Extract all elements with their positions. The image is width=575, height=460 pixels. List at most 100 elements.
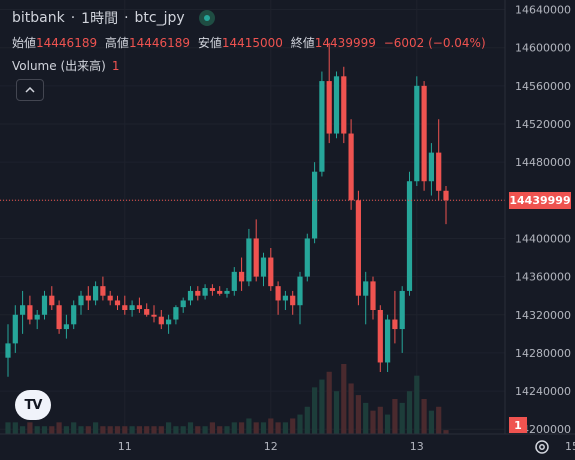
y-tick-label: 14240000: [515, 385, 571, 398]
x-tick-label: 11: [118, 440, 132, 453]
legend: bitbank · 1時間 · btc_jpy 始値14446189 高値14446…: [12, 8, 490, 74]
volume-bar: [282, 422, 288, 434]
volume-bar: [275, 422, 281, 434]
price-axis[interactable]: 14640000 14600000 14560000 14520000 14480000…: [515, 4, 571, 437]
volume-bar: [195, 426, 201, 434]
high-label: 高値: [104, 36, 129, 50]
gear-icon[interactable]: [533, 438, 551, 456]
volume-bar: [297, 414, 303, 434]
candle-body: [253, 238, 259, 277]
volume-bar: [151, 426, 157, 434]
volume-bar: [414, 375, 420, 434]
volume-bars: [5, 364, 449, 434]
volume-bar: [333, 391, 340, 434]
volume-value: 1: [111, 59, 120, 73]
y-tick-label: 14560000: [515, 80, 571, 93]
volume-bar: [107, 426, 113, 434]
close-label: 終値: [290, 36, 315, 50]
candle-body: [56, 305, 62, 330]
volume-bar: [85, 426, 91, 434]
candle-body: [428, 152, 434, 182]
y-tick-label: 14200000: [515, 423, 571, 436]
candle-body: [268, 257, 274, 287]
candle-body: [114, 300, 121, 306]
volume-bar: [224, 426, 230, 434]
symbol-label: btc_jpy: [134, 10, 185, 26]
last-volume-tag: 1: [509, 417, 527, 433]
candle-body: [414, 85, 420, 182]
low-label: 安値: [197, 36, 222, 50]
y-tick-label: 14520000: [515, 118, 571, 131]
collapse-legend-button[interactable]: [16, 79, 44, 101]
candle-body: [231, 271, 237, 291]
candle-body: [93, 286, 99, 301]
volume-bar: [27, 422, 33, 434]
last-price-tag: 14439999: [509, 192, 571, 209]
tradingview-logo[interactable]: TV: [15, 390, 51, 420]
candle-body: [209, 288, 215, 291]
exchange-name: bitbank: [12, 10, 65, 26]
candle-body: [12, 314, 18, 344]
candle-body: [63, 324, 69, 330]
volume-bar: [253, 422, 259, 434]
candle-body: [406, 181, 413, 291]
volume-bar: [136, 426, 142, 434]
low-value: 14415000: [221, 36, 283, 50]
candle-body: [370, 281, 376, 310]
candle-body: [151, 314, 157, 317]
volume-bar: [209, 422, 215, 434]
candle-body: [260, 257, 267, 277]
volume-bar: [348, 383, 354, 434]
volume-bar: [180, 426, 186, 434]
volume-bar: [268, 418, 274, 434]
volume-bar: [5, 422, 11, 434]
volume-bar: [326, 371, 332, 434]
candle-body: [217, 290, 223, 294]
candle-body: [173, 307, 179, 320]
candle-body: [304, 238, 310, 277]
volume-bar: [428, 410, 434, 434]
volume-bar: [56, 422, 62, 434]
candle-body: [34, 314, 40, 320]
candle-body: [144, 309, 150, 315]
candle-body: [41, 295, 48, 315]
candle-body: [239, 271, 245, 282]
candle-body: [187, 290, 194, 301]
candle-body: [348, 133, 354, 201]
candle-body: [312, 171, 318, 239]
volume-bar: [12, 422, 18, 434]
volume-bar: [363, 402, 369, 434]
candle-body: [71, 305, 77, 325]
volume-bar: [34, 426, 40, 434]
candle-body: [246, 238, 252, 282]
time-axis[interactable]: 11 12 13 15:0: [118, 440, 575, 453]
y-tick-label: 14400000: [515, 232, 571, 245]
volume-bar: [231, 422, 237, 434]
candle-body: [436, 152, 442, 191]
y-tick-label: 14480000: [515, 156, 571, 169]
volume-bar: [392, 399, 398, 434]
volume-bar: [246, 418, 252, 434]
volume-bar: [217, 426, 223, 434]
volume-bar: [122, 426, 128, 434]
candle-body: [158, 316, 164, 325]
candle-body: [107, 295, 113, 301]
interval-label: 1時間: [81, 11, 119, 27]
candle-body: [290, 295, 296, 306]
candle-body: [136, 305, 142, 310]
candle-body: [297, 276, 303, 306]
candle-body: [129, 305, 135, 310]
close-value: 14439999: [314, 36, 376, 50]
volume-bar: [166, 422, 172, 434]
high-value: 14446189: [128, 36, 191, 50]
y-tick-label: 14280000: [515, 347, 571, 360]
volume-bar: [173, 426, 179, 434]
candle-body: [5, 343, 11, 358]
candle-body: [443, 190, 449, 201]
x-tick-label: 12: [264, 440, 278, 453]
x-tick-label: 15:0: [565, 440, 575, 453]
candle-body: [333, 76, 340, 134]
volume-bar: [41, 426, 48, 434]
candle-body: [355, 200, 361, 296]
